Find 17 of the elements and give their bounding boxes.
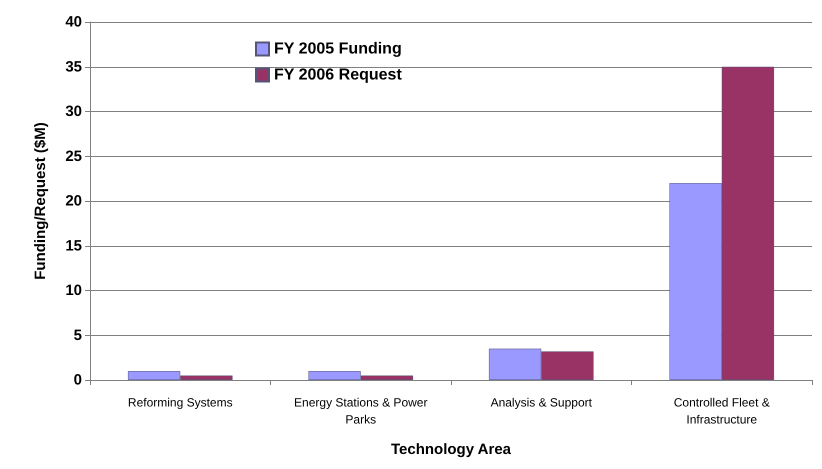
x-tick-label: Energy Stations & Power Parks: [294, 396, 428, 426]
legend-label: FY 2006 Request: [274, 66, 402, 84]
y-tick-label: 30: [65, 103, 82, 120]
y-axis-title: Funding/Request ($M): [32, 122, 49, 280]
legend-label: FY 2005 Funding: [274, 40, 402, 58]
y-tick-label: 15: [65, 237, 82, 254]
x-tick-label: Reforming Systems: [128, 396, 233, 410]
x-tick-label: Controlled Fleet & Infrastructure: [674, 396, 770, 426]
y-tick-label: 0: [74, 372, 82, 388]
y-tick-label: 20: [65, 192, 82, 210]
y-tick-label: 25: [65, 148, 82, 165]
y-tick-label: 35: [65, 58, 82, 76]
x-axis-title: Technology Area: [390, 441, 512, 458]
y-tick-label: 5: [74, 326, 82, 344]
y-tick-label: 40: [65, 14, 82, 30]
x-tick-label: Analysis & Support: [490, 396, 593, 410]
y-tick-label: 10: [65, 282, 82, 299]
